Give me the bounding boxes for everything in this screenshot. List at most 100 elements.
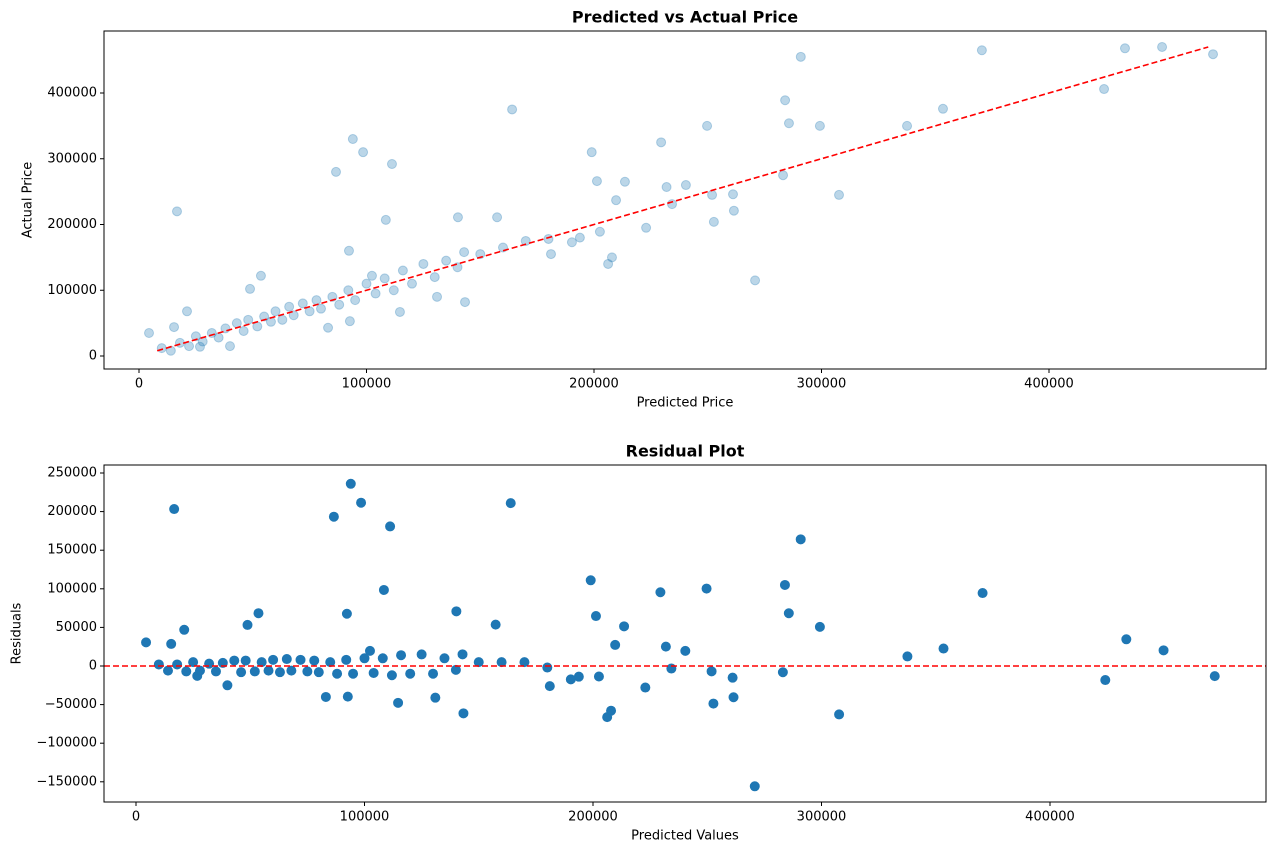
point <box>937 103 948 114</box>
point <box>242 619 253 630</box>
point <box>249 666 260 677</box>
y-tick-label: 100000 <box>47 581 97 596</box>
x-tick-label: 300000 <box>797 810 847 825</box>
point <box>323 322 334 333</box>
y-tick-label: 150000 <box>47 543 97 558</box>
point <box>341 654 352 665</box>
y-tick-label: −100000 <box>36 736 97 751</box>
point <box>814 120 825 131</box>
point <box>181 666 192 677</box>
point <box>708 698 719 709</box>
point <box>225 341 236 352</box>
point <box>284 301 295 312</box>
point <box>368 667 379 678</box>
point <box>603 258 614 269</box>
point <box>441 255 452 266</box>
point <box>606 252 617 263</box>
point <box>544 681 555 692</box>
point <box>190 331 201 342</box>
point <box>144 327 155 338</box>
point <box>586 147 597 158</box>
point <box>610 639 621 650</box>
point <box>439 653 450 664</box>
point <box>783 608 794 619</box>
point <box>184 341 195 352</box>
point <box>656 137 667 148</box>
point <box>728 205 739 216</box>
point <box>188 657 199 668</box>
point <box>1099 84 1110 95</box>
point <box>459 247 470 258</box>
point <box>606 705 617 716</box>
point <box>432 291 443 302</box>
point <box>182 306 193 317</box>
point <box>1208 49 1219 60</box>
point <box>204 658 215 669</box>
point <box>1121 634 1132 645</box>
point <box>938 643 949 654</box>
point <box>394 306 405 317</box>
point <box>728 189 739 200</box>
point <box>902 651 913 662</box>
point <box>341 608 352 619</box>
point <box>1209 671 1220 682</box>
x-axis-label: Predicted Values <box>631 829 739 844</box>
y-tick-label: 200000 <box>47 217 97 232</box>
point <box>334 299 345 310</box>
point <box>542 662 553 673</box>
point <box>370 288 381 299</box>
point <box>707 189 718 200</box>
point <box>344 316 355 327</box>
point <box>332 668 343 679</box>
point <box>277 314 288 325</box>
point <box>386 670 397 681</box>
point <box>661 182 672 193</box>
point <box>680 180 691 191</box>
point <box>902 120 913 131</box>
point <box>377 653 388 664</box>
point <box>458 708 469 719</box>
point <box>356 497 367 508</box>
point <box>388 285 399 296</box>
point <box>245 283 256 294</box>
point <box>222 680 233 691</box>
point <box>345 478 356 489</box>
point <box>520 235 531 246</box>
point <box>297 298 308 309</box>
x-tick-label: 400000 <box>1025 810 1075 825</box>
point <box>1157 41 1168 52</box>
point <box>728 692 739 703</box>
point <box>166 638 177 649</box>
point <box>366 270 377 281</box>
point <box>268 654 279 665</box>
x-tick-label: 0 <box>135 377 143 392</box>
point <box>778 170 789 181</box>
point <box>543 233 554 244</box>
point <box>611 195 622 206</box>
point <box>680 645 691 656</box>
point <box>795 51 806 62</box>
point <box>311 295 322 306</box>
point <box>585 575 596 586</box>
point <box>361 278 372 289</box>
y-tick-label: 50000 <box>56 620 97 635</box>
point <box>566 237 577 248</box>
x-tick-label: 300000 <box>797 377 847 392</box>
point <box>179 624 190 635</box>
y-tick-label: 200000 <box>47 504 97 519</box>
point <box>393 697 404 708</box>
y-axis-label: Actual Price <box>21 162 36 239</box>
point <box>750 275 761 286</box>
point <box>141 637 152 648</box>
point <box>507 104 518 115</box>
y-tick-label: 400000 <box>47 86 97 101</box>
point <box>169 504 180 515</box>
x-axis-label: Predicted Price <box>637 396 734 411</box>
point <box>660 641 671 652</box>
y-tick-label: 0 <box>89 659 97 674</box>
point <box>171 206 182 217</box>
point <box>194 665 205 676</box>
point <box>309 655 320 666</box>
point <box>593 671 604 682</box>
reference-line <box>156 46 1209 352</box>
